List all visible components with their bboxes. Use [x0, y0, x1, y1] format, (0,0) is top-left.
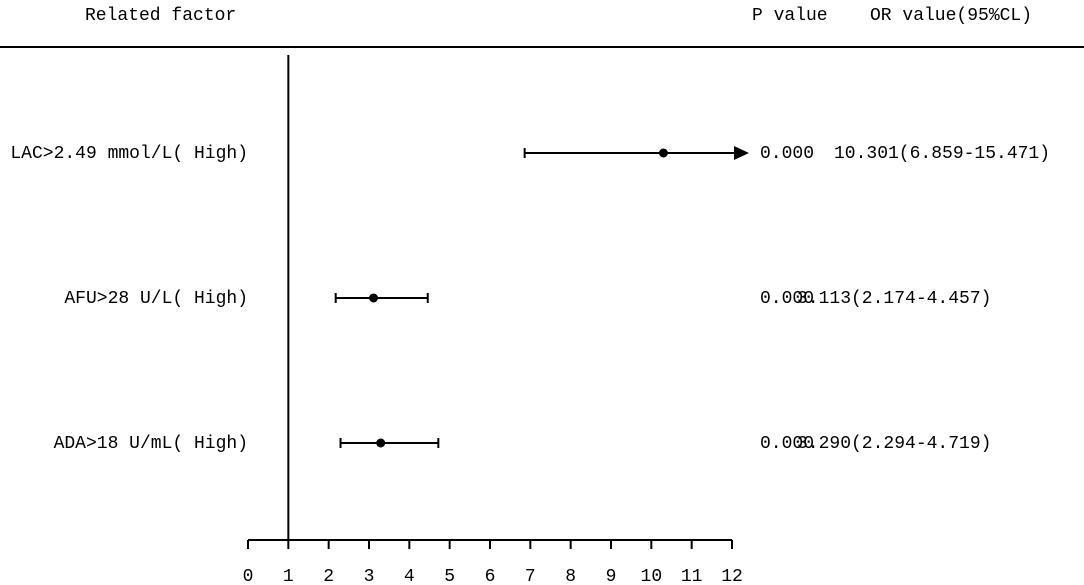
x-tick-label: 10 [641, 567, 663, 585]
factor-label: LAC>2.49 mmol/L( High) [10, 144, 248, 164]
x-tick-label: 3 [364, 567, 375, 585]
point [658, 148, 668, 158]
point [369, 293, 379, 303]
p-value: 0.000 [760, 434, 814, 454]
p-value: 0.000 [760, 144, 814, 164]
x-tick-label: 9 [606, 567, 617, 585]
or-label: 3.113(2.174-4.457) [797, 289, 991, 309]
or-label: 10.301(6.859-15.471) [834, 144, 1050, 164]
x-tick-label: 11 [681, 567, 703, 585]
x-tick-label: 4 [404, 567, 415, 585]
p-value: 0.000 [760, 289, 814, 309]
header-factor: Related factor [85, 6, 236, 26]
or-label: 3.290(2.294-4.719) [797, 434, 991, 454]
x-tick-label: 8 [565, 567, 576, 585]
header-p: P value [752, 6, 828, 26]
x-tick-label: 6 [485, 567, 496, 585]
factor-label: ADA>18 U/mL( High) [54, 434, 248, 454]
x-tick-label: 2 [323, 567, 334, 585]
factor-label: AFU>28 U/L( High) [64, 289, 248, 309]
x-tick-label: 7 [525, 567, 536, 585]
x-tick-label: 1 [283, 567, 294, 585]
x-tick-label: 0 [243, 567, 254, 585]
x-tick-label: 12 [721, 567, 743, 585]
x-tick-label: 5 [444, 567, 455, 585]
point [376, 438, 386, 448]
ci-arrow [734, 146, 749, 160]
header-or: OR value(95%CL) [870, 6, 1032, 26]
